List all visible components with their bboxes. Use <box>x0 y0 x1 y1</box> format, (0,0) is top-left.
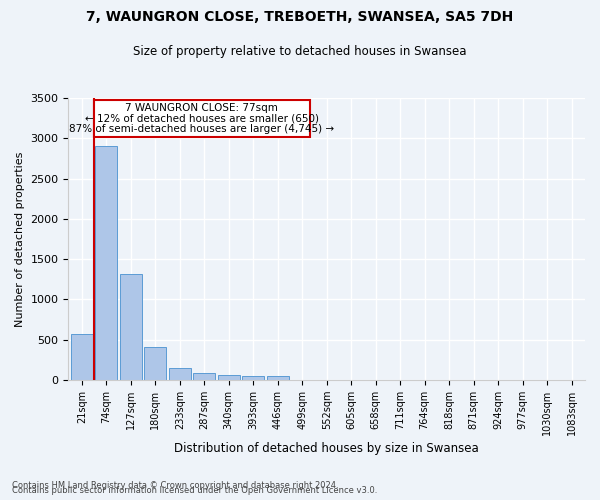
Bar <box>193 373 215 380</box>
Text: 87% of semi-detached houses are larger (4,745) →: 87% of semi-detached houses are larger (… <box>69 124 334 134</box>
Text: ← 12% of detached houses are smaller (650): ← 12% of detached houses are smaller (65… <box>85 114 319 124</box>
Text: Contains public sector information licensed under the Open Government Licence v3: Contains public sector information licen… <box>12 486 377 495</box>
X-axis label: Distribution of detached houses by size in Swansea: Distribution of detached houses by size … <box>175 442 479 455</box>
Bar <box>120 274 142 380</box>
Bar <box>242 376 264 380</box>
FancyBboxPatch shape <box>94 100 310 136</box>
Bar <box>169 368 191 380</box>
Bar <box>218 375 240 380</box>
Y-axis label: Number of detached properties: Number of detached properties <box>15 152 25 326</box>
Text: Contains HM Land Registry data © Crown copyright and database right 2024.: Contains HM Land Registry data © Crown c… <box>12 481 338 490</box>
Bar <box>267 376 289 380</box>
Bar <box>95 146 118 380</box>
Text: Size of property relative to detached houses in Swansea: Size of property relative to detached ho… <box>133 45 467 58</box>
Text: 7 WAUNGRON CLOSE: 77sqm: 7 WAUNGRON CLOSE: 77sqm <box>125 104 278 114</box>
Bar <box>71 334 93 380</box>
Text: 7, WAUNGRON CLOSE, TREBOETH, SWANSEA, SA5 7DH: 7, WAUNGRON CLOSE, TREBOETH, SWANSEA, SA… <box>86 10 514 24</box>
Bar <box>145 347 166 380</box>
